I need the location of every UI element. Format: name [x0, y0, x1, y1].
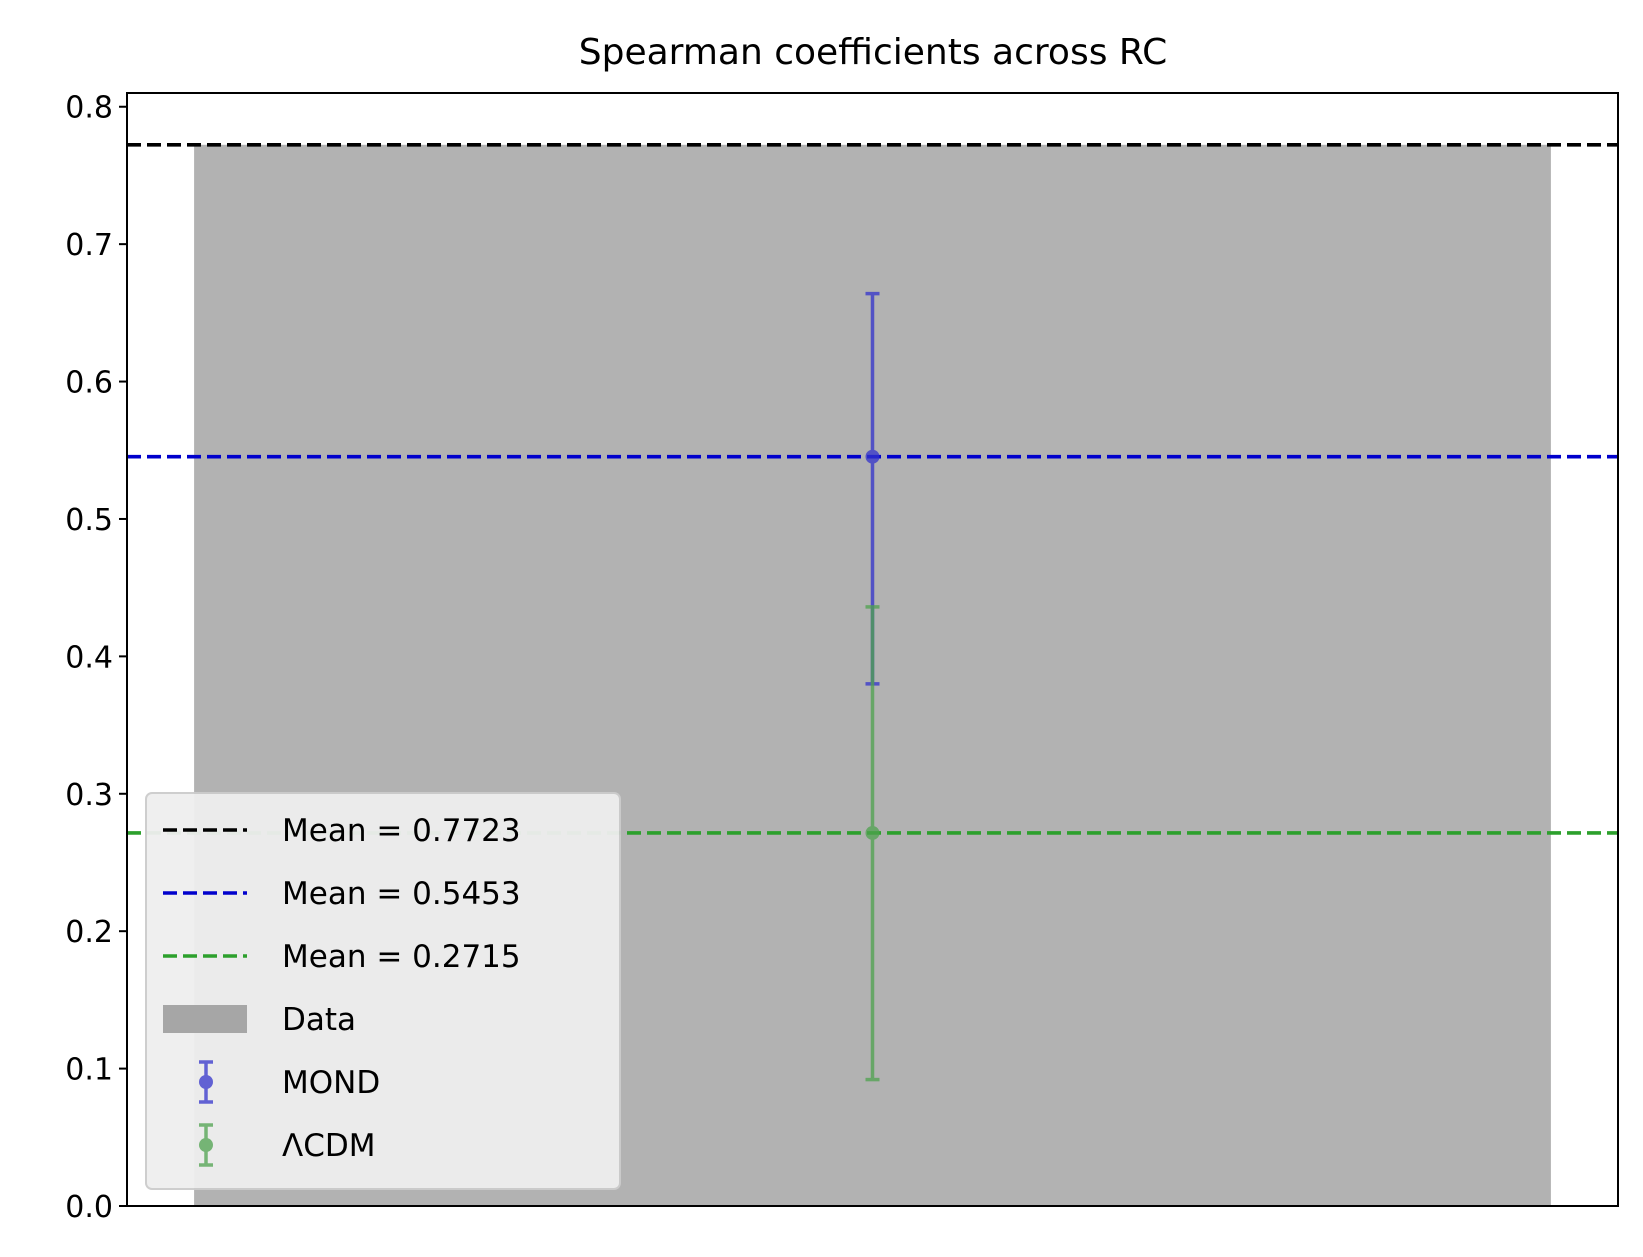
legend-label-4: Data — [282, 1002, 356, 1038]
legend-errorbar-point — [199, 1075, 213, 1089]
y-tick-label: 0.5 — [65, 503, 113, 538]
legend-label-5: MOND — [282, 1065, 380, 1101]
legend-label-1: Mean = 0.7723 — [282, 813, 521, 849]
y-tick-label: 0.2 — [65, 915, 113, 950]
y-tick-label: 0.8 — [65, 91, 113, 126]
legend-label-3: Mean = 0.2715 — [282, 939, 521, 975]
legend-handle-errorbar-2 — [199, 1123, 213, 1167]
legend-box — [145, 792, 621, 1190]
axes-frame — [126, 92, 1619, 1207]
legend-label-6: ΛCDM — [282, 1128, 375, 1164]
errorbar-point — [865, 449, 880, 464]
y-tick-label: 0.3 — [65, 778, 113, 813]
y-tick-label: 0.1 — [65, 1053, 113, 1088]
legend-label-2: Mean = 0.5453 — [282, 876, 521, 912]
legend-handle-errorbar-1 — [199, 1060, 213, 1104]
legend-errorbar-point — [199, 1138, 213, 1152]
errorbar-cdm — [865, 605, 880, 1082]
y-tick-label: 0.4 — [65, 640, 113, 675]
y-tick-label: 0.7 — [65, 228, 113, 263]
legend: Mean = 0.7723 Mean = 0.5453 Mean = 0.2715 D… — [145, 792, 621, 1190]
y-tick-label: 0.0 — [65, 1190, 113, 1225]
errorbar-point — [865, 825, 880, 840]
y-tick-label: 0.6 — [65, 366, 113, 401]
chart-title: Spearman coefficients across RC — [579, 32, 1168, 73]
legend-handle-data — [163, 1005, 247, 1033]
